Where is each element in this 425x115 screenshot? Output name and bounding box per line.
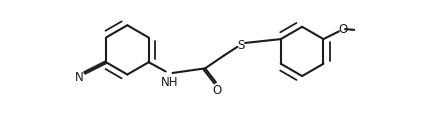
Text: O: O	[212, 83, 221, 96]
Text: O: O	[339, 23, 348, 36]
Text: NH: NH	[161, 76, 178, 89]
Text: N: N	[75, 70, 83, 83]
Text: S: S	[238, 39, 245, 52]
